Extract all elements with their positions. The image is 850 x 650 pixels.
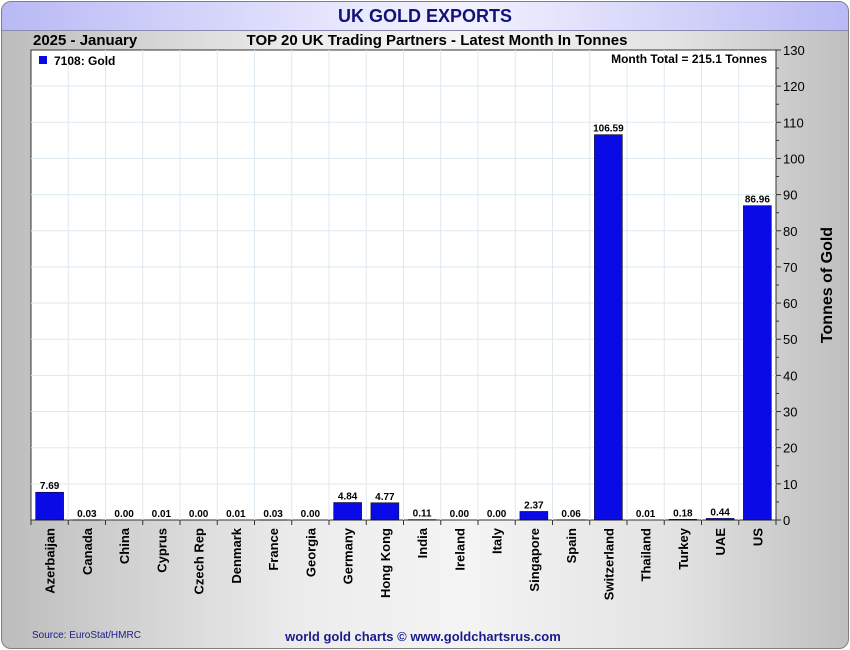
bar-azerbaijan bbox=[35, 491, 64, 521]
y-tick-label: 120 bbox=[783, 79, 805, 94]
x-tick-label: Switzerland bbox=[601, 528, 616, 600]
data-label: 0.03 bbox=[263, 509, 283, 520]
bar-uae bbox=[705, 518, 735, 521]
data-label: 0.00 bbox=[487, 509, 507, 520]
grid-lines bbox=[31, 50, 776, 520]
x-tick-label: India bbox=[415, 527, 430, 558]
bar-us bbox=[743, 205, 772, 521]
data-label: 0.18 bbox=[673, 508, 693, 519]
y-tick-label: 40 bbox=[783, 368, 797, 383]
chart-subtitle: TOP 20 UK Trading Partners - Latest Mont… bbox=[247, 32, 628, 49]
data-label: 106.59 bbox=[593, 124, 624, 135]
y-tick-label: 60 bbox=[783, 296, 797, 311]
x-tick-label: Turkey bbox=[676, 527, 691, 569]
y-tick-label: 10 bbox=[783, 477, 797, 492]
x-tick-label: Hong Kong bbox=[378, 528, 393, 598]
bar-singapore bbox=[519, 511, 549, 521]
y-tick-label: 70 bbox=[783, 260, 797, 275]
y-tick-label: 100 bbox=[783, 151, 805, 166]
y-tick-label: 110 bbox=[783, 115, 804, 130]
x-axis: Azerbaijan Canada China Cyprus Czech Rep Denm… bbox=[30, 520, 777, 600]
x-tick-label: Singapore bbox=[527, 528, 542, 592]
x-tick-label: Canada bbox=[80, 527, 95, 575]
x-tick-label: Czech Rep bbox=[192, 528, 207, 595]
x-tick-label: Georgia bbox=[303, 527, 318, 577]
data-label: 0.00 bbox=[114, 509, 134, 520]
data-label: 0.03 bbox=[77, 509, 97, 520]
x-tick-label: France bbox=[266, 528, 281, 571]
x-tick-label: China bbox=[117, 527, 132, 564]
bar-hong-kong bbox=[370, 502, 400, 521]
bar-turkey bbox=[668, 519, 698, 521]
x-tick-label: Thailand bbox=[639, 528, 654, 582]
x-tick-label: Azerbaijan bbox=[43, 528, 58, 594]
y-tick-label: 80 bbox=[783, 224, 797, 239]
data-label: 0.00 bbox=[301, 509, 321, 520]
x-tick-label: Denmark bbox=[229, 527, 244, 583]
y-tick-label: 20 bbox=[783, 441, 797, 456]
data-label: 0.44 bbox=[710, 507, 730, 518]
data-label: 0.11 bbox=[413, 509, 432, 520]
title-bar: UK GOLD EXPORTS bbox=[2, 2, 848, 31]
y-tick-label: 50 bbox=[783, 332, 797, 347]
x-tick-label: Spain bbox=[564, 528, 579, 563]
data-label: 0.01 bbox=[636, 509, 656, 520]
data-label: 4.77 bbox=[375, 492, 395, 503]
y-tick-label: 130 bbox=[783, 43, 805, 58]
x-tick-label: Italy bbox=[490, 527, 505, 554]
bar-switzerland bbox=[594, 134, 623, 521]
legend-swatch bbox=[39, 56, 47, 64]
data-label: 0.01 bbox=[152, 509, 172, 520]
data-label: 0.00 bbox=[450, 509, 470, 520]
y-axis-title: Tonnes of Gold bbox=[819, 227, 836, 343]
data-label: 86.96 bbox=[745, 195, 770, 206]
period-label: 2025 - January bbox=[33, 32, 138, 49]
data-label: 2.37 bbox=[524, 500, 544, 511]
data-labels: 7.69 0.03 0.00 0.01 0.00 0.01 0.03 0.00 4.84 4.77… bbox=[40, 124, 770, 520]
bar-germany bbox=[333, 502, 362, 521]
site-credit: world gold charts © www.goldchartsrus.co… bbox=[285, 629, 561, 644]
y-tick-label: 30 bbox=[783, 405, 797, 420]
source-note: Source: EuroStat/HMRC bbox=[32, 630, 141, 641]
x-tick-label: Ireland bbox=[452, 528, 467, 571]
data-label: 0.06 bbox=[561, 509, 581, 520]
bars bbox=[35, 134, 772, 521]
legend-label: 7108: Gold bbox=[54, 54, 115, 68]
data-label: 0.00 bbox=[189, 509, 209, 520]
data-label: 4.84 bbox=[338, 492, 358, 503]
y-tick-label: 90 bbox=[783, 188, 797, 203]
data-label: 0.01 bbox=[226, 509, 246, 520]
main-title: UK GOLD EXPORTS bbox=[337, 6, 512, 26]
y-tick-label: 0 bbox=[783, 513, 790, 528]
x-tick-label: Cyprus bbox=[154, 528, 169, 573]
data-label: 7.69 bbox=[40, 481, 60, 492]
x-tick-label: US bbox=[750, 528, 765, 546]
y-axis: 0 10 20 30 40 50 60 70 80 90 100 110 120 130 bbox=[776, 43, 805, 528]
month-total: Month Total = 215.1 Tonnes bbox=[611, 52, 767, 66]
x-tick-label: UAE bbox=[713, 528, 728, 556]
x-tick-label: Germany bbox=[341, 527, 356, 584]
